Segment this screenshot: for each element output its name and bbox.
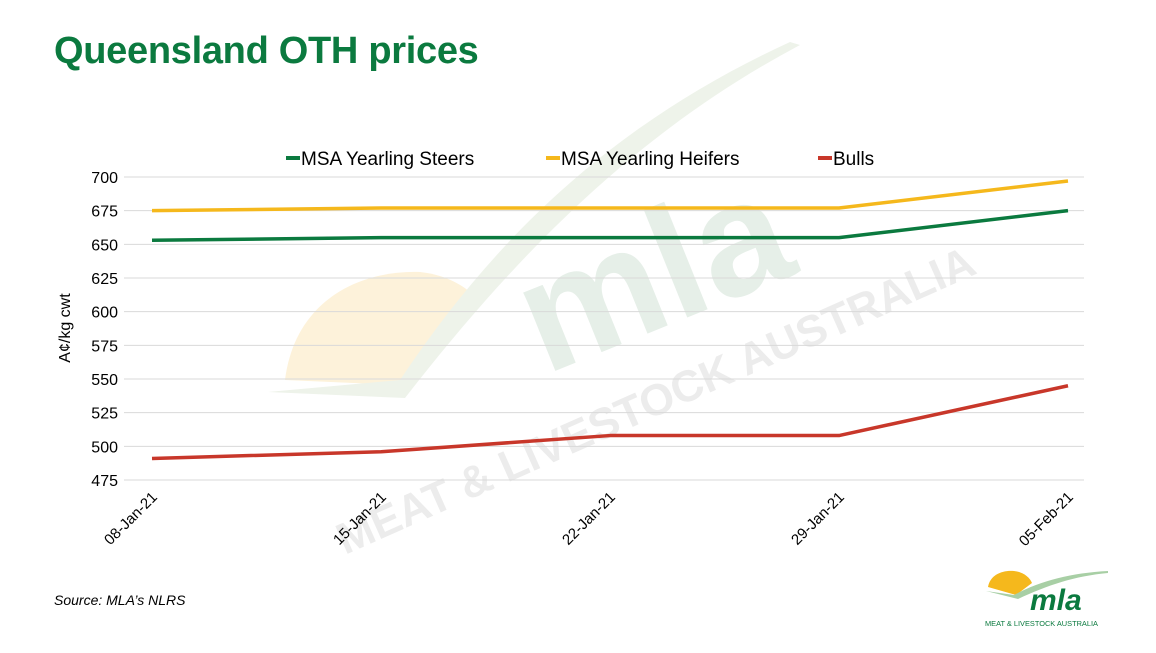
legend-label: Bulls	[833, 149, 874, 170]
y-tick-label: 625	[91, 271, 118, 288]
series-line	[151, 384, 1069, 461]
watermark-swoosh-shape	[268, 42, 800, 398]
x-tick-label: 05-Feb-21	[1016, 489, 1077, 550]
series-lines	[151, 179, 1069, 461]
legend: MSA Yearling Steers MSA Yearling Heifers B…	[286, 149, 874, 170]
mla-logo: mla MEAT & LIVESTOCK AUSTRALIA	[985, 570, 1108, 628]
y-tick-label: 600	[91, 305, 118, 322]
x-tick-label: 29-Jan-21	[788, 489, 848, 549]
y-tick-label: 525	[91, 406, 118, 423]
watermark-sun-shape	[285, 271, 478, 385]
x-tick-label: 15-Jan-21	[330, 489, 390, 549]
x-tick-labels: 08-Jan-21 15-Jan-21 22-Jan-21 29-Jan-21 05-F…	[101, 489, 1077, 550]
x-tick-label: 22-Jan-21	[559, 489, 619, 549]
logo-swoosh-shape	[986, 571, 1108, 599]
y-tick-label: 500	[91, 439, 118, 456]
source-note: Source: MLA’s NLRS	[54, 592, 186, 608]
legend-label: MSA Yearling Steers	[301, 149, 474, 170]
logo-sun-shape	[988, 570, 1032, 595]
series-line	[151, 208, 1069, 243]
y-tick-label: 475	[91, 473, 118, 490]
legend-label: MSA Yearling Heifers	[561, 149, 740, 170]
logo-sub-text: MEAT & LIVESTOCK AUSTRALIA	[985, 619, 1098, 628]
y-tick-labels: 475 500 525 550 575 600 625 650 675 700	[91, 170, 118, 490]
y-tick-label: 550	[91, 372, 118, 389]
page-title: Queensland OTH prices	[54, 30, 479, 72]
y-tick-label: 700	[91, 170, 118, 187]
y-tick-label: 675	[91, 204, 118, 221]
x-tick-label: 08-Jan-21	[101, 489, 161, 549]
grid-lines	[124, 176, 1084, 481]
series-line	[151, 179, 1069, 213]
y-axis-label: A¢/kg cwt	[57, 293, 74, 363]
y-tick-label: 575	[91, 338, 118, 355]
y-tick-label: 650	[91, 237, 118, 254]
logo-mark-text: mla	[1030, 584, 1082, 617]
